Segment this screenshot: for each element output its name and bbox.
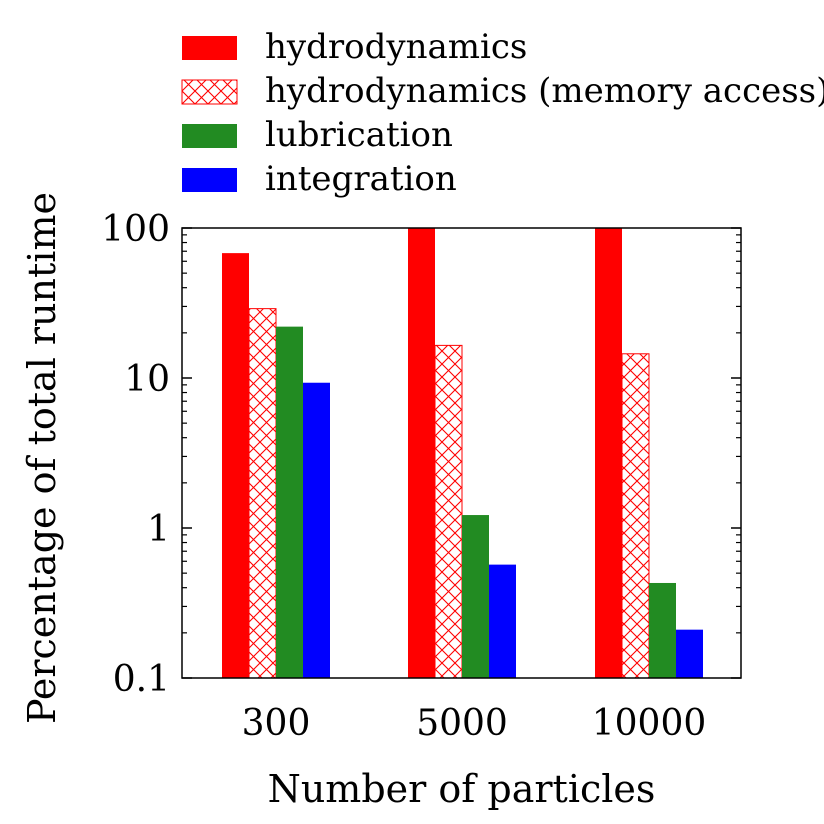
bar-hydrodynamics-5000 — [408, 228, 435, 678]
legend-swatch-hydrodynamics-memory-access — [181, 79, 238, 105]
legend-swatch-integration — [182, 168, 237, 192]
x-tick-label: 300 — [242, 703, 311, 744]
y-tick-label: 1 — [147, 509, 170, 550]
bar-hydrodynamics-memory-access-10000 — [621, 353, 650, 679]
x-axis-label: Number of particles — [268, 767, 656, 811]
bar-lubrication-5000 — [462, 515, 489, 678]
y-axis-label: Percentage of total runtime — [20, 192, 64, 724]
x-tick-label: 5000 — [416, 703, 508, 744]
bar-lubrication-10000 — [649, 582, 676, 678]
legend-label-lubrication: lubrication — [265, 115, 453, 155]
bar-integration-5000 — [489, 564, 516, 678]
bar-hydrodynamics-memory-access-5000 — [434, 344, 463, 679]
legend-label-hydrodynamics: hydrodynamics — [265, 27, 527, 67]
bar-lubrication-300 — [276, 326, 303, 678]
x-tick-label: 10000 — [592, 703, 707, 744]
x-axis: 300 5000 10000 — [242, 703, 707, 744]
bar-group — [222, 228, 703, 679]
legend-swatch-hydrodynamics — [182, 36, 237, 60]
plot-frame — [181, 227, 742, 679]
bar-hydrodynamics-memory-access-300 — [248, 308, 277, 679]
y-tick-label: 0.1 — [113, 659, 170, 700]
legend-label-hydrodynamics-memory-access: hydrodynamics (memory access) — [265, 71, 824, 111]
legend-swatch-lubrication — [182, 124, 237, 148]
legend-label-integration: integration — [265, 159, 457, 199]
y-tick-label: 100 — [101, 209, 170, 250]
y-axis: 0.1 1 10 100 — [101, 209, 741, 700]
bar-hydrodynamics-300 — [222, 253, 249, 678]
y-tick-label: 10 — [124, 359, 170, 400]
bar-hydrodynamics-10000 — [595, 228, 622, 678]
bar-integration-10000 — [676, 629, 703, 678]
bar-integration-300 — [303, 382, 330, 678]
